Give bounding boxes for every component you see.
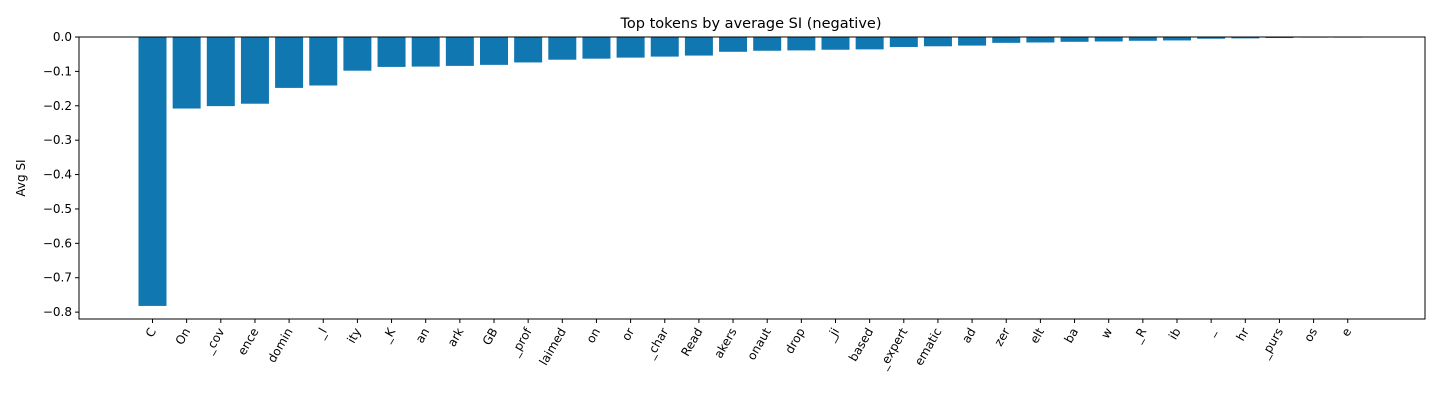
x-tick-label: ence: [235, 326, 262, 358]
bar-9: [445, 37, 474, 66]
bar-11: [514, 37, 543, 63]
bar-23: [923, 37, 952, 47]
x-tick-label: _: [1202, 325, 1218, 339]
bar-25: [992, 37, 1021, 43]
x-tick-label: _ji: [823, 326, 842, 345]
x-tick-label: os: [1301, 326, 1320, 345]
bar-10: [480, 37, 508, 65]
y-tick-label: −0.8: [43, 305, 72, 319]
bar-7: [377, 37, 406, 67]
y-tick-label: −0.3: [43, 133, 72, 147]
x-tick-label: _expert: [875, 325, 910, 372]
x-tick-label: ba: [1062, 326, 1082, 346]
bar-28: [1094, 37, 1123, 42]
bar-24: [958, 37, 987, 46]
x-tick-label: ark: [445, 325, 467, 349]
x-tick-label: _prof: [507, 325, 535, 359]
bar-19: [787, 37, 816, 51]
bar-14: [616, 37, 645, 58]
x-tick-label: or: [619, 325, 637, 343]
x-tick-label: ib: [1166, 326, 1184, 342]
x-tick-label: elt: [1027, 325, 1047, 346]
x-tick-label: domin: [265, 326, 296, 366]
bar-16: [684, 37, 713, 56]
bar-29: [1128, 37, 1157, 41]
x-tick-label: w: [1098, 325, 1115, 341]
x-tick-label: _purs: [1257, 326, 1286, 362]
bar-8: [411, 37, 440, 67]
y-tick-label: −0.2: [43, 99, 72, 113]
bar-1: [172, 37, 201, 109]
bar-13: [582, 37, 611, 59]
y-tick-label: −0.1: [43, 64, 72, 78]
x-tick-label: ematic: [912, 326, 945, 369]
bar-20: [821, 37, 850, 50]
y-tick-label: 0.0: [53, 30, 72, 44]
x-tick-label: _char: [642, 325, 671, 361]
x-tick-label: onaut: [744, 325, 774, 362]
x-tick-label: laimed: [536, 326, 568, 368]
bar-17: [719, 37, 748, 52]
x-tick-label: ad: [959, 326, 979, 346]
bar-6: [343, 37, 372, 71]
bar-0: [138, 37, 167, 306]
x-tick-label: e: [1339, 326, 1355, 339]
y-tick-label: −0.4: [43, 168, 72, 182]
y-axis-label: Avg SI: [14, 159, 28, 196]
chart-title: Top tokens by average SI (negative): [620, 16, 882, 32]
x-tick-label: Read: [678, 326, 705, 359]
x-tick-label: _R: [1130, 326, 1150, 346]
bar-30: [1163, 37, 1191, 41]
plot-frame: [78, 36, 1426, 320]
x-tick-label: _K: [379, 325, 399, 346]
x-tick-label: ity: [344, 326, 364, 346]
x-tick-label: C: [143, 326, 159, 340]
bar-18: [753, 37, 782, 51]
bar-3: [240, 37, 269, 104]
x-tick-label: On: [173, 326, 194, 348]
bar-22: [889, 37, 918, 47]
x-tick-label: on: [583, 326, 603, 346]
x-axis-ticks: C On _cov ence domin _l ity _K an ark GB _prof laime…: [143, 319, 1355, 372]
bar-21: [855, 37, 884, 50]
y-tick-label: −0.7: [43, 271, 72, 285]
bar-5: [309, 37, 338, 86]
x-tick-label: akers: [711, 326, 739, 361]
bar-26: [1026, 37, 1055, 43]
bar-4: [275, 37, 304, 88]
x-tick-label: zer: [991, 325, 1012, 348]
x-tick-label: GB: [480, 326, 501, 348]
x-tick-label: drop: [782, 326, 808, 357]
bar-31: [1197, 37, 1226, 39]
bar-27: [1060, 37, 1089, 42]
y-axis-ticks: 0.0 −0.1 −0.2 −0.3 −0.4 −0.5 −0.6 −0.7 −0.8: [43, 30, 79, 319]
y-tick-label: −0.6: [43, 236, 72, 250]
bar-33: [1265, 37, 1294, 39]
bars-group: [138, 37, 1362, 306]
bar-15: [650, 37, 679, 57]
x-tick-label: _l: [313, 326, 330, 342]
y-tick-label: −0.5: [43, 202, 72, 216]
x-tick-label: _cov: [201, 326, 227, 357]
x-tick-label: hr: [1234, 325, 1252, 343]
bar-32: [1231, 37, 1260, 39]
bar-12: [548, 37, 577, 60]
x-tick-label: an: [413, 326, 433, 346]
bar-2: [206, 37, 235, 107]
x-tick-label: based: [846, 326, 876, 364]
